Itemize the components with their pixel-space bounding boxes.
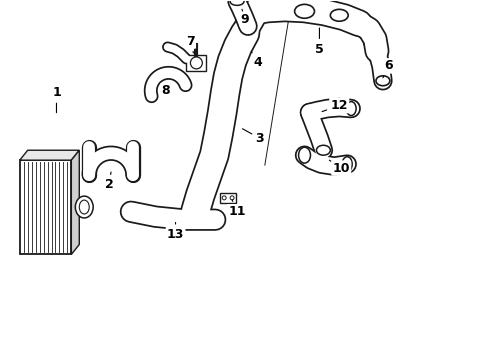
Polygon shape <box>72 150 79 255</box>
Ellipse shape <box>294 4 315 18</box>
Text: 12: 12 <box>322 99 348 112</box>
Circle shape <box>222 196 226 200</box>
Text: 11: 11 <box>228 200 246 218</box>
Text: 4: 4 <box>251 51 262 69</box>
Text: 8: 8 <box>161 84 170 97</box>
Ellipse shape <box>230 0 244 5</box>
Ellipse shape <box>298 147 311 163</box>
Ellipse shape <box>79 200 89 214</box>
Text: 10: 10 <box>329 160 350 175</box>
Text: 6: 6 <box>383 59 393 78</box>
Circle shape <box>230 196 234 200</box>
Text: 2: 2 <box>105 172 113 192</box>
Ellipse shape <box>330 9 348 21</box>
Ellipse shape <box>75 196 93 218</box>
Ellipse shape <box>376 76 390 86</box>
Text: 13: 13 <box>167 222 184 241</box>
Circle shape <box>191 57 202 69</box>
Bar <box>187 55 206 71</box>
Text: 7: 7 <box>186 35 195 53</box>
Ellipse shape <box>346 102 356 116</box>
Text: 5: 5 <box>315 28 324 55</box>
Bar <box>220 193 236 203</box>
Ellipse shape <box>342 157 352 172</box>
Text: 1: 1 <box>52 86 61 113</box>
Text: 3: 3 <box>243 129 264 145</box>
Text: 9: 9 <box>241 9 249 26</box>
Bar <box>20 160 72 255</box>
Polygon shape <box>20 150 79 160</box>
Ellipse shape <box>317 145 330 155</box>
